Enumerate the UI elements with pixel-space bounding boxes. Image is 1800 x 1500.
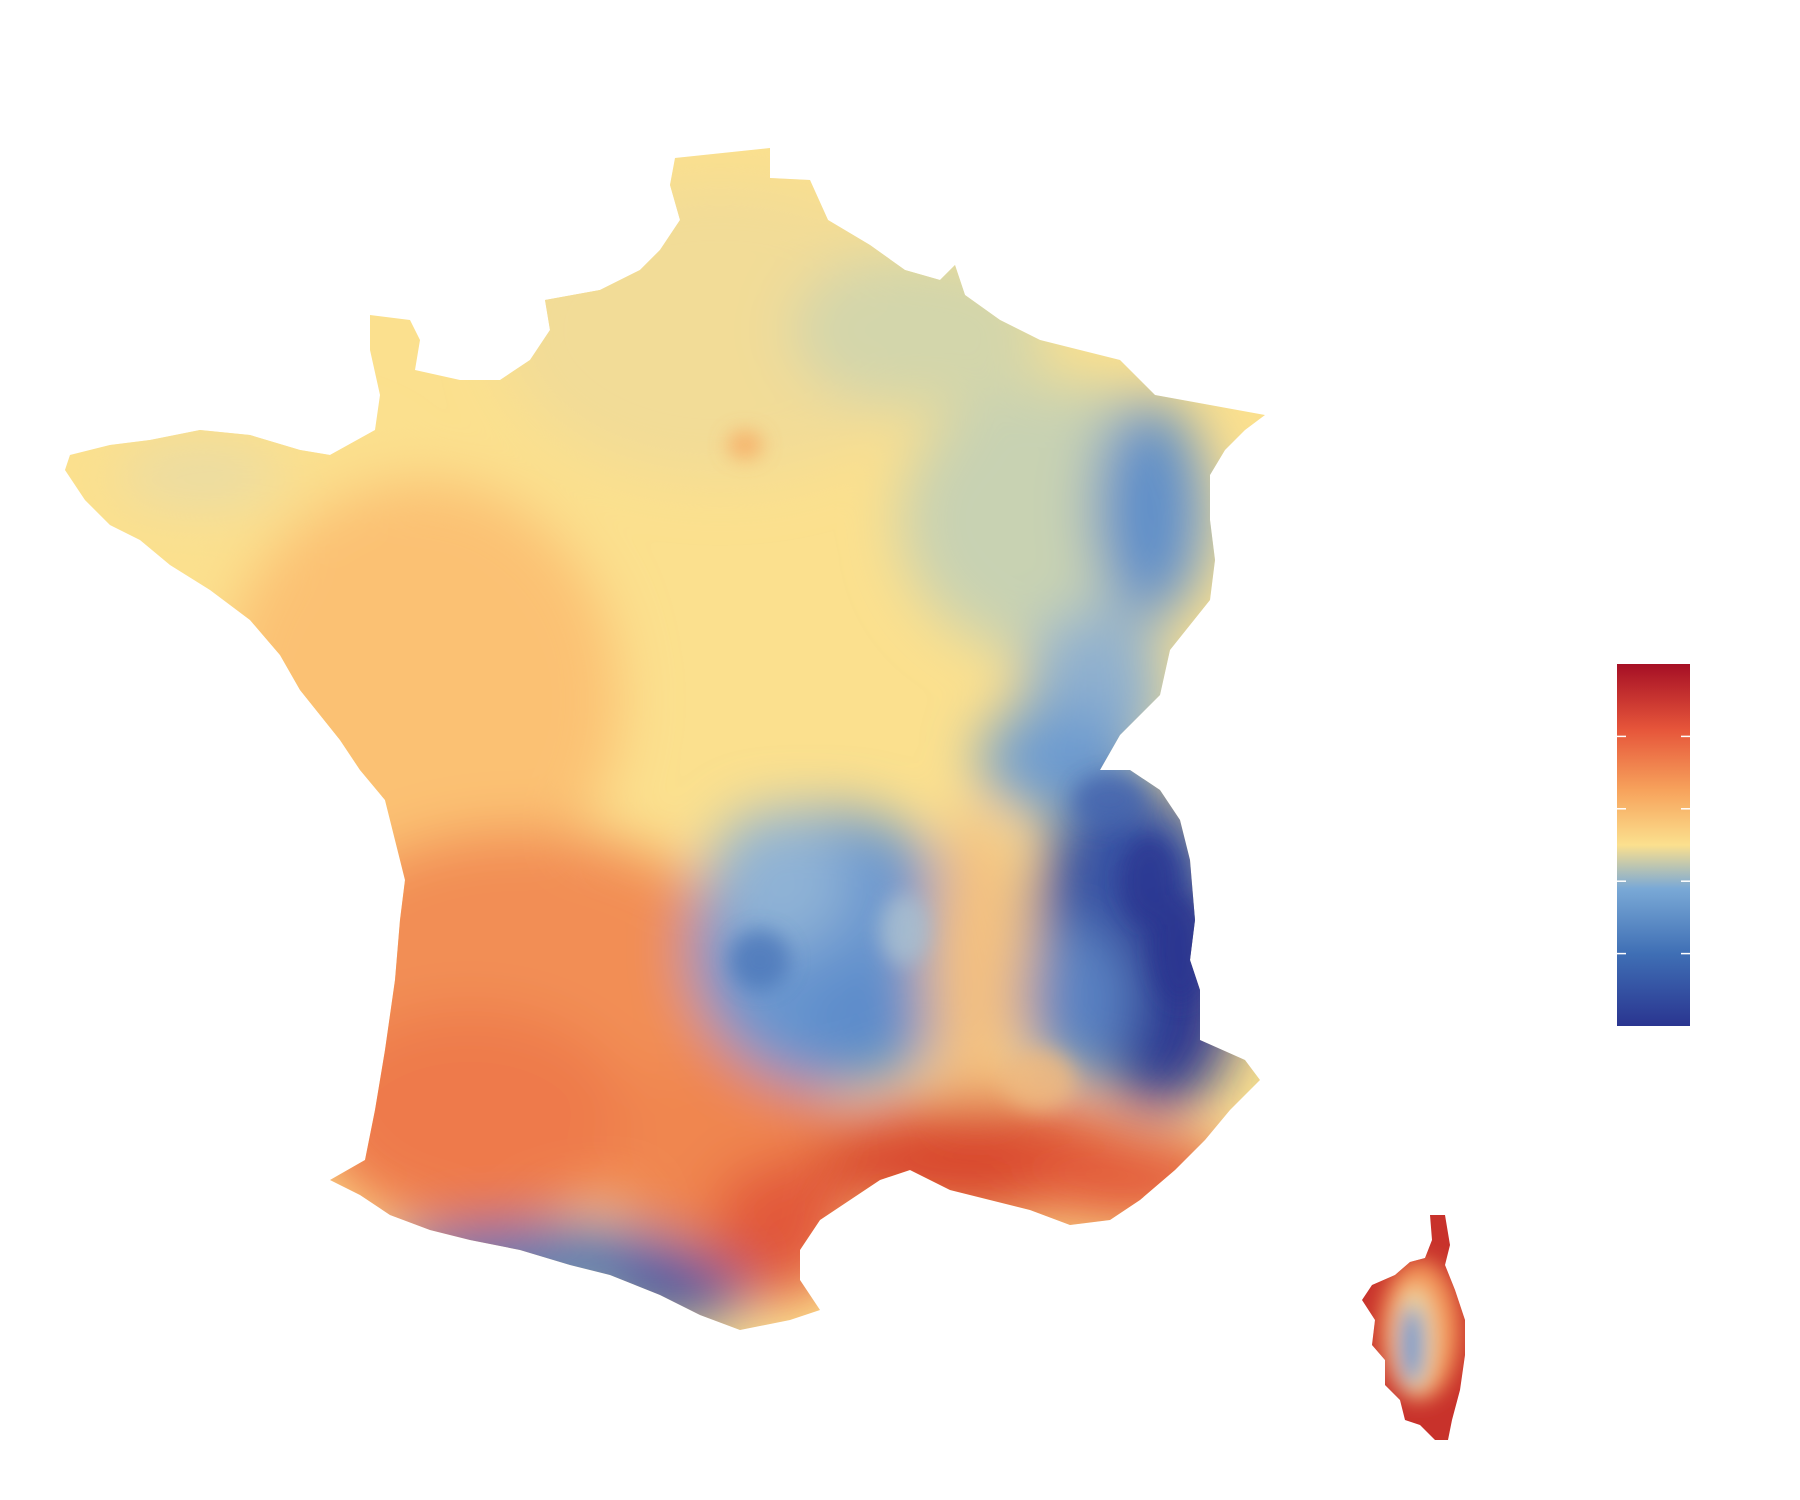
color-scale-legend	[1617, 664, 1690, 1026]
legend-ticks	[1617, 735, 1690, 955]
corsica-raster	[1362, 1215, 1465, 1440]
legend-colorbar	[1617, 664, 1690, 1026]
